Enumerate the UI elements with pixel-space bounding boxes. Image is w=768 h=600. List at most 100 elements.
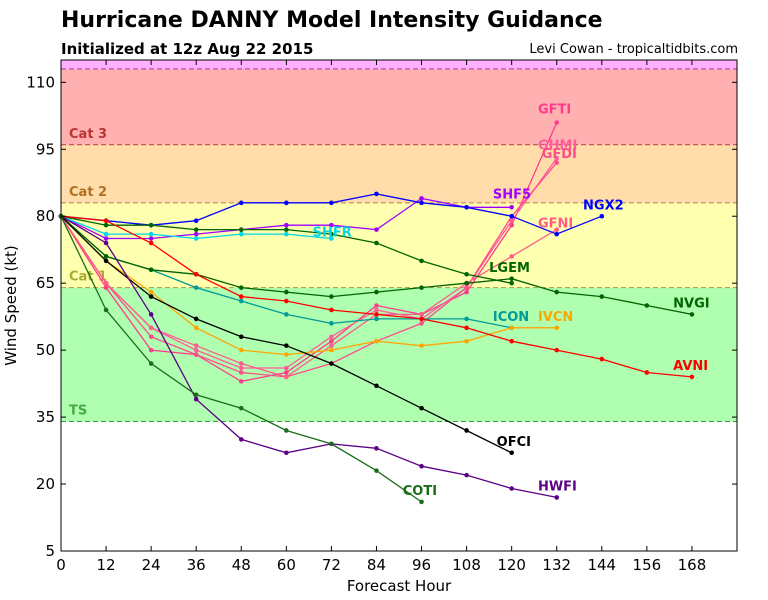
data-point <box>329 231 334 237</box>
x-axis-title: Forecast Hour <box>347 577 452 595</box>
chart-subtitle: Initialized at 12z Aug 22 2015 <box>61 40 314 58</box>
data-point <box>509 338 514 344</box>
data-point <box>464 472 469 478</box>
data-point <box>284 222 289 228</box>
data-point <box>193 352 199 357</box>
data-point <box>193 227 199 232</box>
data-point <box>238 334 244 340</box>
data-point <box>599 213 605 219</box>
y-axis-title: Wind Speed (kt) <box>2 245 20 366</box>
data-point <box>554 120 560 125</box>
y-tick-label: 35 <box>36 408 55 426</box>
data-point <box>374 289 379 295</box>
data-point <box>419 258 424 264</box>
data-point <box>419 200 424 206</box>
data-point <box>464 289 469 295</box>
x-tick-label: 0 <box>56 556 66 574</box>
data-point <box>284 428 289 433</box>
data-point <box>103 280 109 286</box>
data-point <box>284 289 289 295</box>
data-point <box>103 307 109 313</box>
data-point <box>148 222 154 228</box>
data-point <box>193 231 199 237</box>
data-point <box>238 200 244 206</box>
y-tick-label: 95 <box>36 140 55 158</box>
data-point <box>554 155 560 161</box>
data-point <box>554 160 560 165</box>
data-point <box>148 361 154 366</box>
data-point <box>284 200 289 206</box>
data-point <box>193 347 199 353</box>
data-point <box>509 222 514 228</box>
data-point <box>148 347 154 353</box>
data-point <box>103 222 109 228</box>
data-point <box>554 347 560 353</box>
data-point <box>509 280 514 286</box>
data-point <box>374 383 379 389</box>
data-point <box>238 379 244 384</box>
series-label: OFCI <box>497 435 531 450</box>
x-tick-label: 96 <box>412 556 431 574</box>
data-point <box>644 370 650 375</box>
series-label: GHMI <box>538 138 577 153</box>
data-point <box>509 218 514 223</box>
data-point <box>103 254 109 259</box>
data-point <box>329 200 334 206</box>
data-point <box>329 321 334 326</box>
data-point <box>554 231 560 237</box>
data-point <box>374 446 379 451</box>
data-point <box>509 276 514 282</box>
series-line <box>60 215 557 356</box>
data-point <box>509 205 514 210</box>
data-point <box>419 343 424 348</box>
data-point <box>329 294 334 299</box>
data-point <box>238 365 244 371</box>
data-point <box>284 312 289 317</box>
y-tick-label: 80 <box>36 207 55 225</box>
data-point <box>329 307 334 313</box>
data-point <box>238 294 244 299</box>
data-point <box>329 222 334 228</box>
data-point <box>238 370 244 375</box>
category-band <box>61 144 737 203</box>
series-label: SHF5 <box>493 187 531 202</box>
y-tick-label: 65 <box>36 274 55 292</box>
series-label: LGEM <box>489 261 530 276</box>
data-point <box>374 240 379 246</box>
series-line <box>60 215 557 499</box>
series-line <box>60 215 558 378</box>
data-point <box>193 392 199 398</box>
data-point <box>419 405 424 411</box>
data-point <box>464 338 469 344</box>
data-point <box>329 441 334 447</box>
x-tick-label: 60 <box>277 556 296 574</box>
data-point <box>329 236 334 241</box>
data-point <box>148 231 154 237</box>
data-point <box>148 267 154 273</box>
data-point <box>419 321 424 326</box>
data-point <box>554 325 560 331</box>
data-point <box>374 338 379 344</box>
data-point <box>148 334 154 340</box>
category-band <box>61 60 737 69</box>
data-point <box>193 343 199 348</box>
series-label: NVGI <box>673 297 709 312</box>
category-band <box>61 68 737 145</box>
y-tick-label: 20 <box>36 475 55 493</box>
data-point <box>284 370 289 375</box>
data-point <box>464 205 469 210</box>
data-point <box>148 289 154 295</box>
data-point <box>284 227 289 232</box>
data-point <box>509 325 514 331</box>
data-point <box>103 285 109 290</box>
series-label: GFTI <box>538 103 571 118</box>
data-point <box>464 428 469 433</box>
data-point <box>374 303 379 308</box>
x-tick-label: 132 <box>542 556 571 574</box>
data-point <box>193 271 199 277</box>
data-point <box>284 231 289 237</box>
data-point <box>554 227 560 232</box>
series-label: HWFI <box>538 480 577 495</box>
data-point <box>689 312 695 317</box>
